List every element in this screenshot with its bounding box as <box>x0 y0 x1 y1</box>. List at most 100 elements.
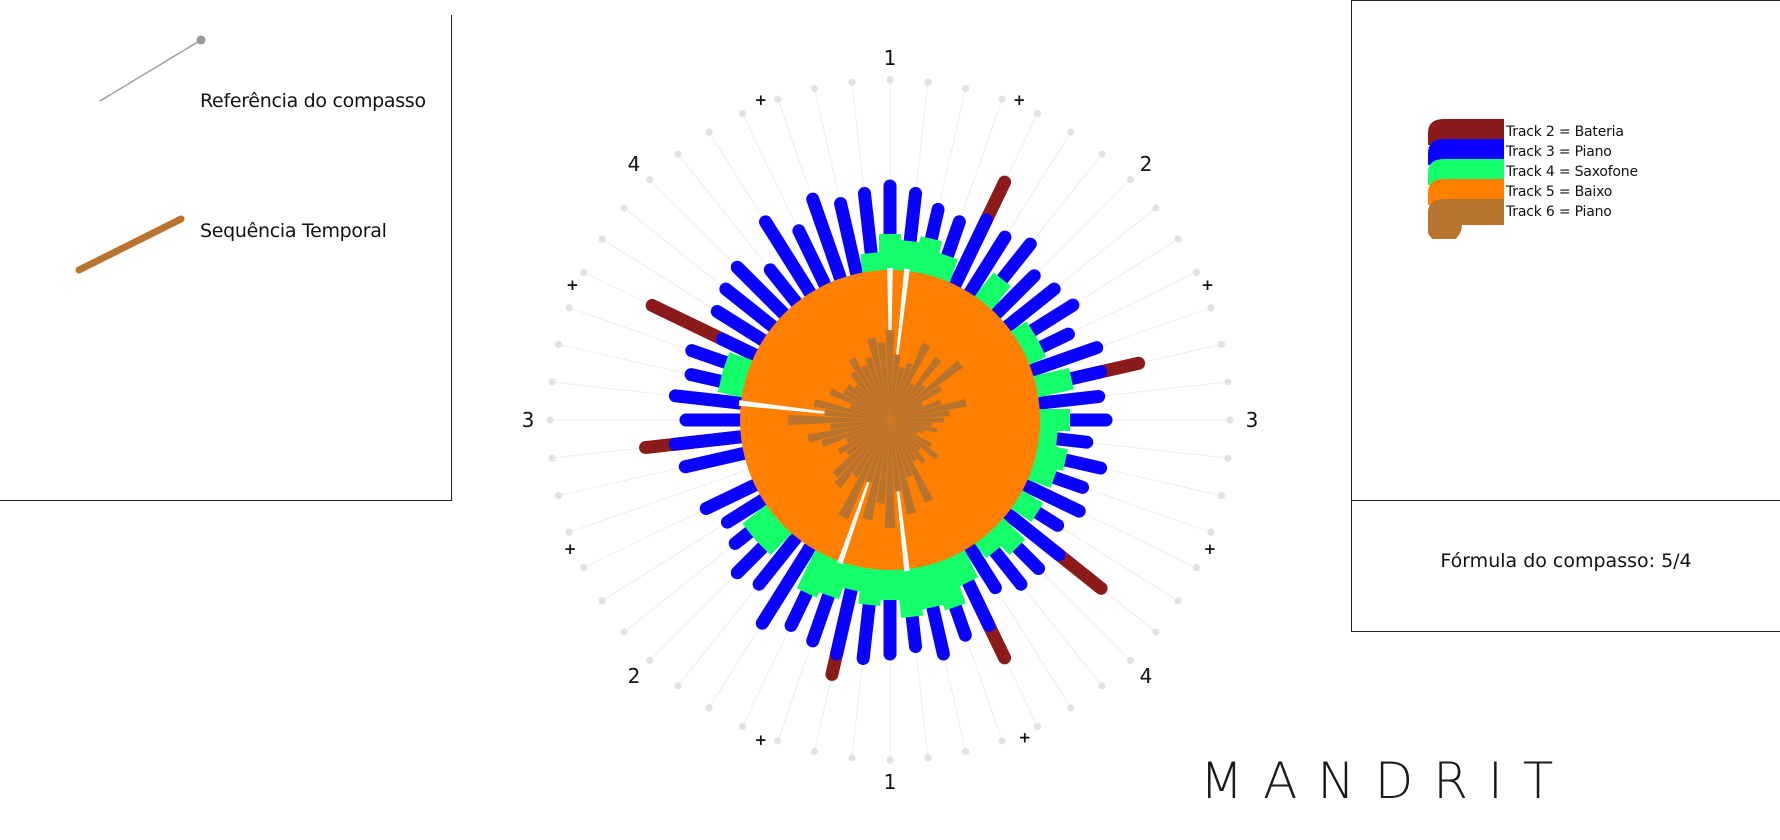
radial-bar <box>890 420 934 503</box>
track-legend-label: Track 5 = Baixo <box>1506 184 1613 200</box>
radial-bar <box>890 420 922 452</box>
reference-spoke-dot <box>565 304 573 312</box>
reference-spoke-dot <box>1152 204 1160 212</box>
reference-spoke-dot <box>1207 304 1215 312</box>
track-legend-swatch <box>1428 179 1504 205</box>
track-legend-label: Track 4 = Saxofone <box>1506 164 1638 180</box>
radial-bar <box>890 354 901 420</box>
reference-spoke-dot <box>810 84 818 93</box>
reference-spoke-dot <box>738 110 747 118</box>
beat-label: 4 <box>1140 664 1153 688</box>
radial-bar <box>849 404 890 420</box>
time-signature-panel: Fórmula do compasso: 5/4 <box>1351 500 1780 632</box>
radial-bar <box>890 420 939 460</box>
reference-spoke-dot <box>580 563 588 572</box>
beat-sub-label: + <box>1013 91 1026 109</box>
reference-spoke-dot <box>546 416 554 424</box>
reference-spoke-dot <box>1126 656 1135 665</box>
radial-bar <box>837 420 890 455</box>
brand-logo: MANDRIT <box>1200 752 1574 810</box>
beat-label: 3 <box>522 408 535 432</box>
radial-bar <box>848 357 890 420</box>
radial-bar <box>824 409 890 420</box>
reference-spoke-dot <box>548 378 556 386</box>
radial-bar <box>890 420 932 427</box>
tracks-legend-panel: Track 2 = Bateria Track 3 = Piano Track 4 … <box>1351 0 1780 501</box>
reference-spoke-dot <box>674 150 682 158</box>
radial-bar <box>890 420 902 492</box>
reference-spoke-dot <box>848 754 856 762</box>
reference-spoke-dot <box>1224 378 1232 386</box>
reference-spoke-dot <box>1033 722 1042 730</box>
reference-spoke-dot <box>738 722 747 730</box>
legend-graphics <box>75 35 206 274</box>
radial-bar <box>830 420 890 430</box>
reference-spoke-dot <box>645 656 654 665</box>
radial-bar <box>890 420 926 464</box>
radial-bar <box>829 388 890 420</box>
reference-spoke-dot <box>620 628 628 636</box>
reference-spoke-dot <box>1207 528 1215 536</box>
beat-sub-label: + <box>566 276 579 294</box>
beat-label: 1 <box>884 770 897 794</box>
beat-sub-label: + <box>754 91 767 109</box>
reference-spoke-dot <box>1217 340 1226 348</box>
reference-spoke-dot <box>1098 150 1106 158</box>
radial-bar <box>842 389 890 420</box>
radial-bar <box>865 356 890 420</box>
radial-bar <box>885 330 895 420</box>
tracks-legend-swatches <box>1428 119 1504 239</box>
reference-spoke-dot <box>598 597 606 605</box>
reference-spoke-dot <box>1192 563 1200 572</box>
reference-spoke-dot <box>1033 110 1042 118</box>
radial-bar <box>865 420 890 484</box>
beat-sub-label: + <box>1019 729 1032 747</box>
radial-bar <box>890 384 926 420</box>
radial-bar <box>832 420 890 478</box>
beat-label: 3 <box>1246 408 1259 432</box>
reference-spoke-dot <box>674 682 682 690</box>
track-legend-label: Track 2 = Bateria <box>1506 124 1624 140</box>
radial-bar <box>890 366 905 420</box>
reference-spoke-dot <box>774 737 782 745</box>
reference-spoke-dot <box>1226 416 1234 424</box>
radial-bar <box>788 414 890 426</box>
radial-bar <box>845 420 890 443</box>
reference-spoke-dot <box>1174 597 1182 605</box>
radial-bar <box>862 420 890 521</box>
radial-bar <box>890 420 938 434</box>
legend-panel: Referência do compasso Sequência Tempora… <box>0 15 452 501</box>
reference-spoke-dot <box>645 175 654 184</box>
radial-bar <box>850 371 890 420</box>
radial-bar <box>867 337 890 420</box>
track-legend-swatch <box>1428 159 1504 185</box>
radial-bar <box>890 362 913 420</box>
radial-bar <box>807 420 890 443</box>
time-signature-label: Fórmula do compasso: 5/4 <box>1440 550 1692 572</box>
reference-spoke-dot <box>774 95 782 103</box>
radial-bar <box>838 420 890 520</box>
beat-label: 4 <box>628 152 641 176</box>
radial-bar <box>890 385 943 420</box>
reference-spoke-dot <box>998 95 1006 103</box>
radial-bar <box>890 360 964 420</box>
reference-spoke-dot <box>705 128 713 136</box>
beat-sub-label: + <box>1201 276 1214 294</box>
reference-spoke-dot <box>1152 628 1160 636</box>
reference-spoke-dot <box>548 454 556 462</box>
reference-spoke-dot <box>580 268 588 277</box>
reference-spoke-dot <box>1192 268 1200 277</box>
beat-sub-label: + <box>564 540 577 558</box>
radial-bar <box>890 399 942 420</box>
track-legend-swatch <box>1428 119 1504 145</box>
reference-spoke-dot <box>1098 682 1106 690</box>
radial-bar <box>890 398 967 420</box>
radial-bar <box>890 402 924 420</box>
reference-spoke-dot <box>1217 492 1226 500</box>
radial-bar <box>876 420 890 504</box>
radial-bar <box>890 420 918 462</box>
reference-spoke-dot <box>886 756 894 764</box>
radial-bar <box>834 420 890 489</box>
track-legend-swatch <box>1428 139 1504 165</box>
reference-spoke-dot <box>554 340 563 348</box>
